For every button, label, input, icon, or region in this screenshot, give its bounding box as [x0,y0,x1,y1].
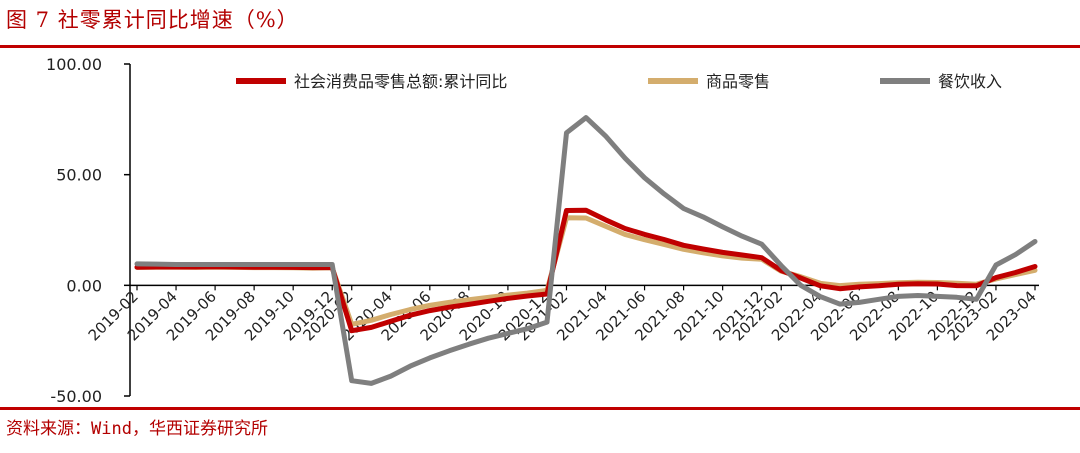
legend: 社会消费品零售总额:累计同比 商品零售 餐饮收入 [236,72,1002,91]
series-layer [134,115,1038,386]
axes: 100.0050.000.00-50.002019-022019-042019-… [46,55,1040,406]
top-rule [0,45,1080,48]
series-line-0 [134,207,1038,334]
y-tick-label: 0.00 [66,276,102,295]
legend-label: 商品零售 [706,72,770,91]
bottom-rule [0,407,1080,410]
figure-title: 图 7 社零累计同比增速（%） [6,8,299,32]
series-line-2 [134,115,1038,386]
y-tick-label: 50.00 [56,166,102,185]
source-note: 资料来源：Wind，华西证券研究所 [6,419,268,439]
legend-label: 社会消费品零售总额:累计同比 [294,72,507,91]
y-tick-label: -50.00 [50,387,102,406]
legend-label: 餐饮收入 [938,72,1002,91]
y-tick-label: 100.00 [46,55,102,74]
